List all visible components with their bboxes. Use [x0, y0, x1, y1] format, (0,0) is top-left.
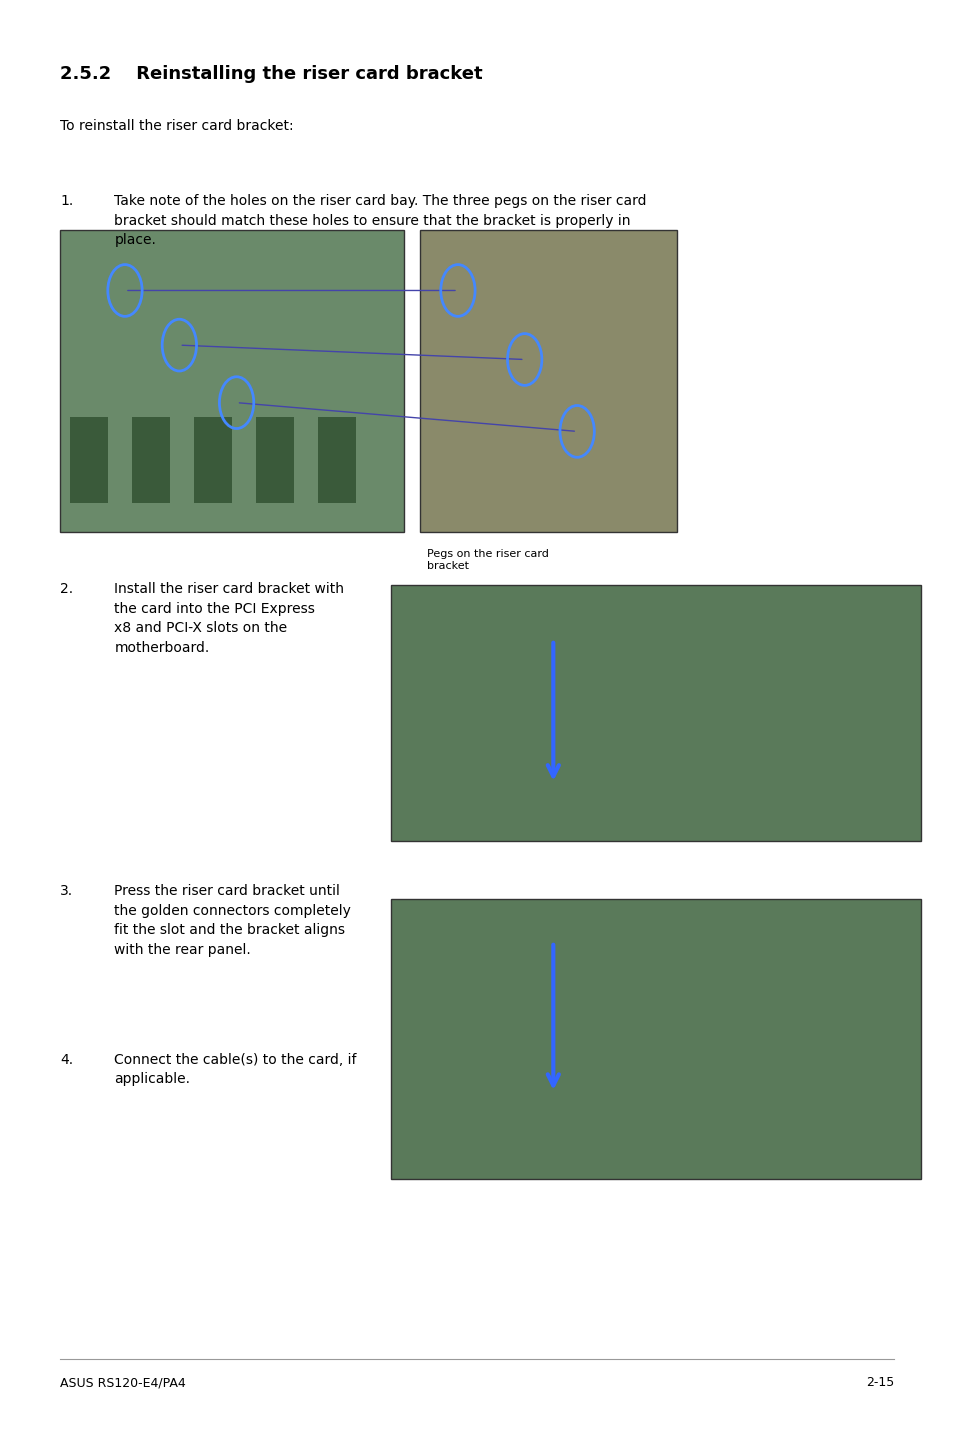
Bar [193, 417, 232, 503]
Text: Pegs on the riser card
bracket: Pegs on the riser card bracket [427, 549, 549, 571]
Bar [132, 417, 170, 503]
Bar [391, 585, 920, 841]
Bar [60, 230, 403, 532]
Text: 3.: 3. [60, 884, 73, 899]
Text: Install the riser card bracket with
the card into the PCI Express
x8 and PCI-X s: Install the riser card bracket with the … [114, 582, 344, 654]
Text: To reinstall the riser card bracket:: To reinstall the riser card bracket: [60, 119, 294, 134]
Text: 2-15: 2-15 [864, 1376, 893, 1389]
Text: 4.: 4. [60, 1053, 73, 1067]
Text: 2.5.2    Reinstalling the riser card bracket: 2.5.2 Reinstalling the riser card bracke… [60, 65, 482, 83]
Bar [255, 417, 294, 503]
Bar [317, 417, 355, 503]
Text: 1.: 1. [60, 194, 73, 209]
Text: ASUS RS120-E4/PA4: ASUS RS120-E4/PA4 [60, 1376, 186, 1389]
Bar [391, 899, 920, 1179]
Bar [419, 230, 677, 532]
Text: 2.: 2. [60, 582, 73, 597]
Bar [70, 417, 108, 503]
Text: Press the riser card bracket until
the golden connectors completely
fit the slot: Press the riser card bracket until the g… [114, 884, 351, 956]
Text: Connect the cable(s) to the card, if
applicable.: Connect the cable(s) to the card, if app… [114, 1053, 356, 1086]
Text: Take note of the holes on the riser card bay. The three pegs on the riser card
b: Take note of the holes on the riser card… [114, 194, 646, 247]
